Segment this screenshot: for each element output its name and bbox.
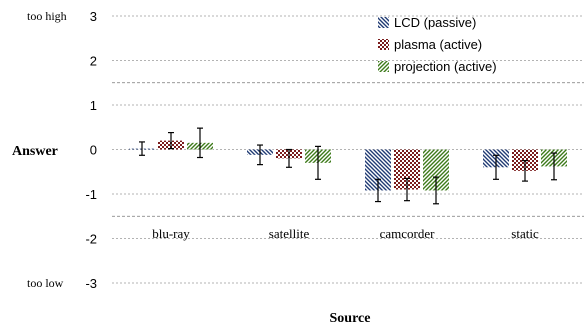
y-tick-label: 2 <box>90 54 97 69</box>
error-bars <box>139 127 557 205</box>
y-side-label-top: too high <box>27 9 67 23</box>
x-axis-title: Source <box>330 311 371 326</box>
category-label: camcorder <box>380 226 436 241</box>
reference-lines <box>112 82 584 217</box>
y-tick-label: 0 <box>90 143 97 158</box>
legend-label: LCD (passive) <box>394 15 476 30</box>
y-tick-labels: 3 2 1 0 -1 -2 -3 <box>85 9 97 291</box>
y-tick-label: -1 <box>85 187 97 202</box>
y-side-label-bottom: too low <box>27 276 64 290</box>
legend-label: projection (active) <box>394 59 497 74</box>
y-tick-label: 1 <box>90 98 97 113</box>
y-tick-label: -2 <box>85 232 97 247</box>
legend-swatch <box>378 61 389 72</box>
legend-swatch <box>378 17 389 28</box>
y-axis-title: Answer <box>12 144 58 159</box>
bars <box>129 140 567 191</box>
y-tick-label: 3 <box>90 9 97 24</box>
legend-swatch <box>378 39 389 50</box>
category-labels: blu-ray satellite camcorder static <box>152 226 539 241</box>
category-label: satellite <box>269 226 310 241</box>
y-tick-label: -3 <box>85 276 97 291</box>
legend: LCD (passive) plasma (active) projection (… <box>378 15 497 74</box>
category-label: blu-ray <box>152 226 190 241</box>
category-label: static <box>511 226 539 241</box>
legend-label: plasma (active) <box>394 37 482 52</box>
